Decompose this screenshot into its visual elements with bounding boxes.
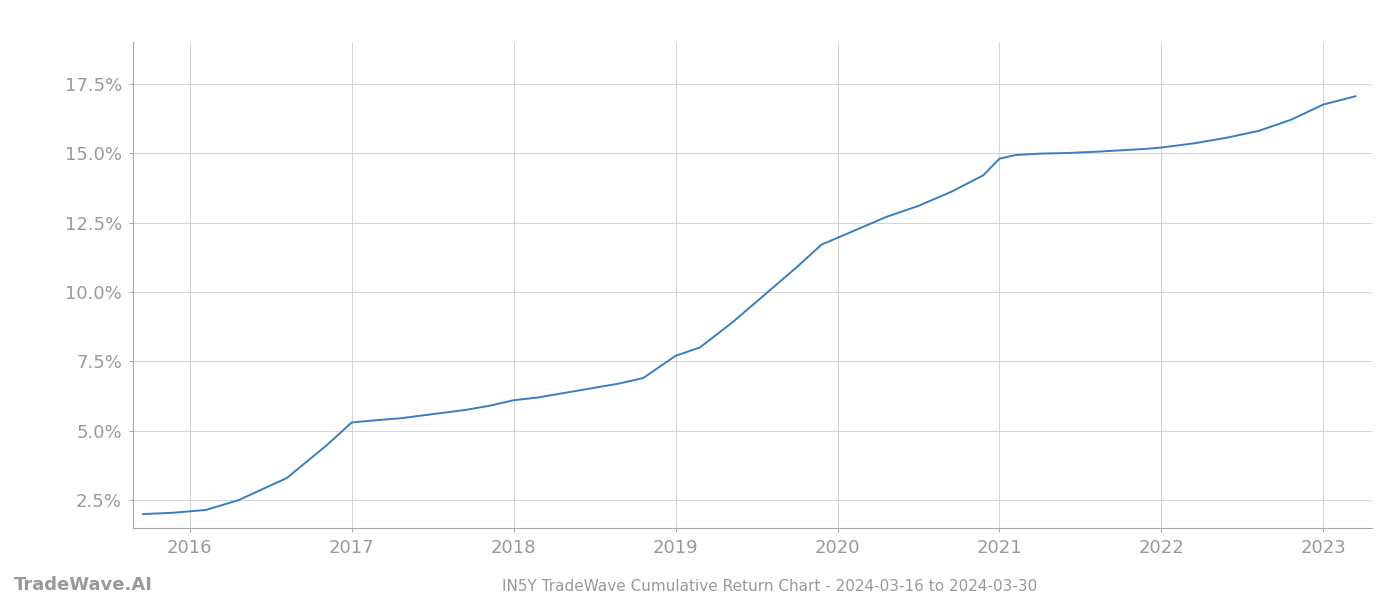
Text: TradeWave.AI: TradeWave.AI bbox=[14, 576, 153, 594]
Text: IN5Y TradeWave Cumulative Return Chart - 2024-03-16 to 2024-03-30: IN5Y TradeWave Cumulative Return Chart -… bbox=[503, 579, 1037, 594]
